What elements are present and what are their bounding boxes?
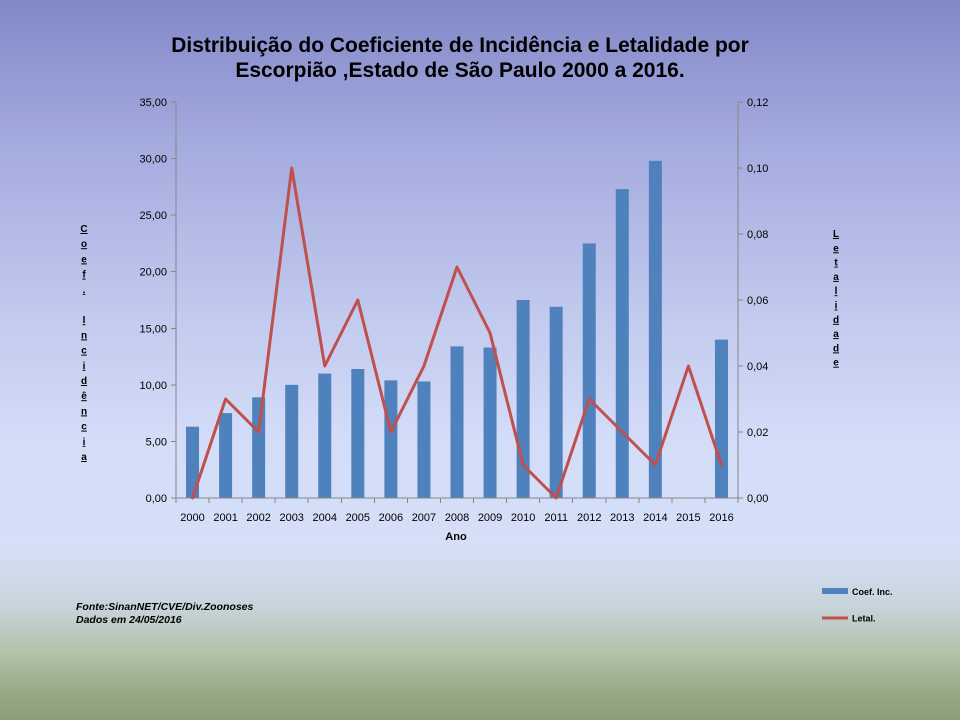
ylabel-left-char: C: [80, 224, 87, 235]
ylabel-right-char: e: [833, 243, 839, 254]
ylabel-right-char: L: [833, 229, 839, 240]
y-tick-right-label: 0,02: [747, 427, 768, 439]
bar-series-coef-inc: [186, 160, 728, 498]
ylabel-right-char: d: [833, 315, 839, 326]
x-tick-label: 2012: [577, 512, 601, 524]
chart-title: Distribuição do Coeficiente de Incidênci…: [171, 34, 749, 82]
ylabel-right-char: l: [835, 286, 838, 297]
ylabel-right-char: t: [834, 258, 838, 269]
bar-coef-inc-2002: [252, 397, 266, 498]
ylabel-right-char: a: [833, 272, 839, 283]
x-tick-label: 2005: [346, 512, 370, 524]
bar-coef-inc-2001: [219, 413, 233, 498]
x-axis-label: Ano: [445, 531, 467, 543]
data-date-note: Dados em 24/05/2016: [76, 614, 182, 626]
bar-coef-inc-2016: [714, 339, 728, 498]
tick-marks: [171, 101, 743, 503]
bar-coef-inc-2003: [285, 384, 299, 498]
ylabel-left-char: i: [83, 361, 86, 372]
y-tick-right-label: 0,00: [747, 493, 768, 505]
ylabel-right-char: e: [833, 358, 839, 369]
x-tick-label: 2010: [511, 512, 535, 524]
source-note: Fonte:SinanNET/CVE/Div.Zoonoses: [76, 601, 254, 613]
bar-coef-inc-2004: [318, 373, 332, 498]
x-tick-label: 2014: [643, 512, 667, 524]
ylabel-left-char: n: [81, 406, 87, 417]
y-tick-right-label: 0,06: [747, 295, 768, 307]
ylabel-left-char: [83, 300, 86, 311]
bar-coef-inc-2011: [549, 306, 563, 498]
bar-coef-inc-2012: [582, 243, 596, 498]
bar-coef-inc-2009: [483, 347, 497, 498]
x-tick-label: 2004: [313, 512, 337, 524]
ylabel-left-char: i: [83, 437, 86, 448]
bar-coef-inc-2008: [450, 346, 464, 498]
x-tick-label: 2016: [709, 512, 733, 524]
tick-labels: 0,00 5,00 10,00 15,00 20,00 25,00 30,00 35,00 0,…: [139, 97, 768, 524]
ylabel-right-char: d: [833, 343, 839, 354]
x-tick-label: 2009: [478, 512, 502, 524]
legend-swatch-coef-inc: [822, 588, 848, 594]
ylabel-left-char: ê: [81, 391, 87, 402]
ylabel-left-char: e: [81, 254, 87, 265]
ylabel-left-char: o: [81, 239, 87, 250]
ylabel-right-char: i: [835, 301, 838, 312]
ylabel-left-char: f: [82, 270, 86, 281]
y-tick-right-label: 0,08: [747, 229, 768, 241]
y-tick-right-label: 0,12: [747, 97, 768, 109]
y-tick-left-label: 30,00: [139, 154, 167, 166]
y-tick-left-label: 15,00: [139, 323, 167, 335]
ylabel-left-char: d: [81, 376, 87, 387]
y-tick-left-label: 10,00: [139, 380, 167, 392]
series-line-letal: [191, 166, 723, 500]
x-tick-label: 2001: [213, 512, 237, 524]
x-tick-label: 2003: [279, 512, 303, 524]
bar-coef-inc-2000: [186, 426, 200, 498]
line-series-letal: [191, 166, 723, 500]
x-tick-label: 2013: [610, 512, 634, 524]
bar-coef-inc-2005: [351, 369, 365, 498]
ylabel-left-char: .: [83, 285, 86, 296]
x-tick-label: 2008: [445, 512, 469, 524]
ylabel-left-char: c: [81, 422, 87, 433]
x-tick-label: 2015: [676, 512, 700, 524]
legend: Coef. Inc. Letal.: [822, 587, 893, 624]
bar-coef-inc-2006: [384, 380, 398, 498]
x-tick-label: 2011: [544, 512, 568, 524]
ylabel-left-char: a: [81, 452, 87, 463]
y-tick-left-label: 0,00: [146, 493, 167, 505]
legend-label-letal: Letal.: [852, 614, 876, 624]
y-tick-right-label: 0,04: [747, 361, 768, 373]
y-tick-left-label: 20,00: [139, 267, 167, 279]
x-tick-label: 2007: [412, 512, 436, 524]
ylabel-left-char: n: [81, 330, 87, 341]
y-tick-left-label: 35,00: [139, 97, 167, 109]
y-tick-left-label: 25,00: [139, 210, 167, 222]
bar-coef-inc-2007: [417, 381, 431, 498]
y-tick-right-label: 0,10: [747, 163, 768, 175]
y-tick-left-label: 5,00: [146, 436, 167, 448]
legend-label-coef-inc: Coef. Inc.: [852, 587, 893, 597]
x-tick-label: 2006: [379, 512, 403, 524]
ylabel-left-char: I: [83, 315, 86, 326]
ylabel-right-char: a: [833, 329, 839, 340]
x-tick-label: 2002: [246, 512, 270, 524]
x-tick-label: 2000: [180, 512, 204, 524]
bar-coef-inc-2014: [648, 160, 662, 498]
bar-coef-inc-2013: [615, 189, 629, 498]
ylabel-left-char: c: [81, 346, 87, 357]
